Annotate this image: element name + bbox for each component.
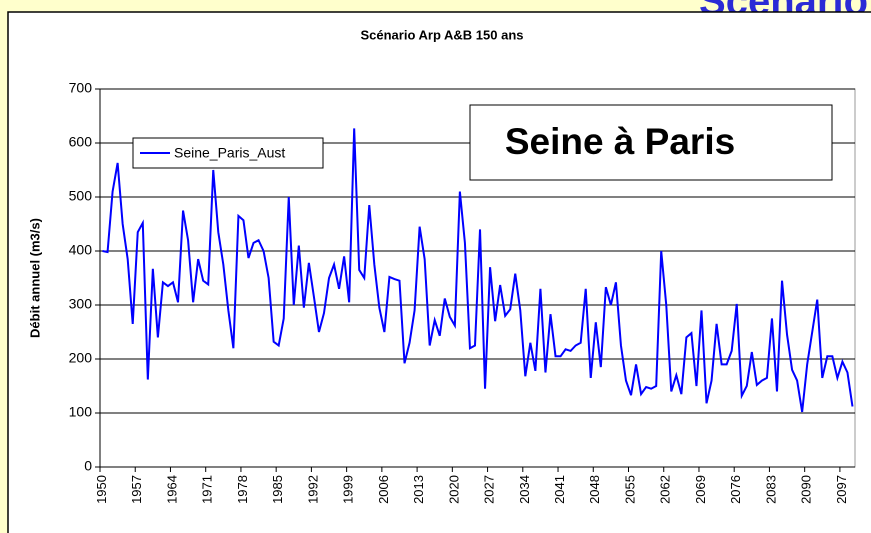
annotation: Seine à Paris	[505, 121, 735, 162]
x-tick-label: 2006	[376, 475, 391, 504]
x-tick-label: 1985	[270, 475, 285, 504]
y-axis-label: Débit annuel (m3/s)	[27, 218, 42, 338]
chart-title: Scénario Arp A&B 150 ans	[360, 27, 523, 42]
y-tick-label: 500	[69, 188, 93, 204]
x-tick-label: 2027	[482, 475, 497, 504]
x-tick-label: 1992	[305, 475, 320, 504]
x-tick-label: 2062	[658, 475, 673, 504]
x-tick-label: 2034	[517, 475, 532, 504]
y-tick-label: 300	[69, 296, 93, 312]
y-tick-label: 200	[69, 350, 93, 366]
y-tick-label: 700	[69, 80, 93, 96]
x-tick-label: 1950	[94, 475, 109, 504]
y-tick-label: 600	[69, 134, 93, 150]
x-tick-label: 2048	[587, 475, 602, 504]
x-tick-label: 2076	[728, 475, 743, 504]
x-tick-label: 1957	[129, 475, 144, 504]
x-tick-label: 2020	[446, 475, 461, 504]
x-tick-label: 1978	[235, 475, 250, 504]
x-tick-label: 2090	[799, 475, 814, 504]
annotation-box	[469, 104, 833, 181]
x-tick-label: 2055	[622, 475, 637, 504]
x-tick-label: 1971	[200, 475, 215, 504]
x-tick-label: 2083	[763, 475, 778, 504]
x-tick-label: 1964	[164, 475, 179, 504]
data-line	[102, 128, 854, 413]
x-tick-label: 2013	[411, 475, 426, 504]
x-tick-label: 2097	[834, 475, 849, 504]
legend-label: Seine_Paris_Aust	[174, 145, 285, 161]
y-tick-label: 0	[84, 458, 92, 474]
x-tick-label: 2041	[552, 475, 567, 504]
x-tick-label: 2069	[693, 475, 708, 504]
y-tick-label: 100	[69, 404, 93, 420]
y-tick-label: 400	[69, 242, 93, 258]
x-tick-label: 1999	[341, 475, 356, 504]
